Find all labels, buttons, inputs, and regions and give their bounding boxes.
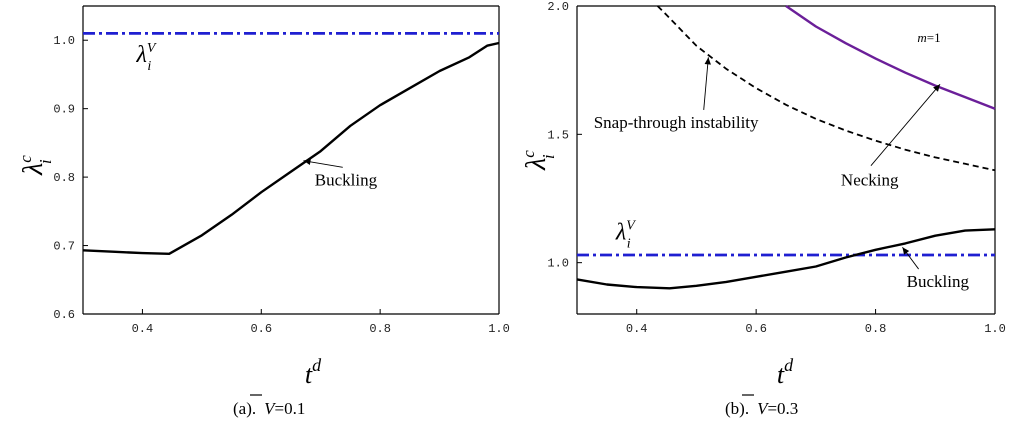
panel-a-annotation-0: Buckling: [315, 170, 378, 189]
panel-b-caption-prefix: (b).: [725, 399, 749, 418]
panel-b-lambda-v-label: λV i: [615, 219, 636, 252]
panel-a-caption-symbol: V: [264, 399, 277, 418]
svg-text:λci: λci: [16, 155, 55, 176]
panel-a-x-tick-label: 0.4: [132, 322, 154, 336]
panel-b-y-tick-label: 1.5: [547, 128, 569, 142]
panel-a-gridless-plot: [82, 5, 500, 315]
panel-a-lambda-v-sub: i: [147, 59, 151, 74]
panel-b-x-tick-label: 0.8: [865, 322, 887, 336]
panel-b-series: [576, 5, 996, 290]
panel-a-caption-value: =0.1: [275, 399, 306, 418]
panel-b-annotations: Snap-through instability Necking Buckling: [594, 57, 970, 291]
panel-b: 0.4 0.6 0.8 1.0 1.0 1.5 2.0 Snap-through inst…: [519, 0, 1006, 418]
panel-b-series-m-label: m=1: [917, 30, 940, 45]
panel-a-ylabel-sub: i: [36, 159, 55, 164]
panel-b-annotation-0: Snap-through instability: [594, 113, 759, 132]
panel-b-annotation-2-arrowhead: [902, 247, 910, 255]
panel-b-y-axis-label: λci: [519, 150, 558, 171]
panel-a-lambda-v-sup: V: [147, 41, 157, 56]
panel-b-annotation-1: Necking: [841, 171, 899, 190]
panel-b-series-3-line: [576, 228, 996, 290]
panel-b-ylabel-sup: c: [519, 150, 538, 158]
panel-a-y-tick-label: 0.9: [53, 103, 75, 117]
panel-b-x-tick-label: 0.6: [745, 322, 767, 336]
panel-a-lambda-v-label: λV i: [135, 41, 156, 74]
panel-b-annotation-1-arrow: [870, 83, 941, 166]
panel-a-ylabel-sup: c: [16, 155, 35, 163]
panel-b-y-ticks: 1.0 1.5 2.0: [547, 0, 582, 271]
panel-a-xlabel-sup: d: [312, 355, 322, 375]
panel-b-lambda-v-sup: V: [626, 219, 636, 234]
panel-b-ylabel-sub: i: [539, 154, 558, 159]
panel-b-gridless-plot: [576, 5, 996, 315]
panel-b-x-ticks: 0.4 0.6 0.8 1.0: [626, 309, 1006, 336]
panel-a-annotation-0-arrowhead: [303, 158, 311, 166]
panel-a-y-tick-label: 0.7: [53, 240, 75, 254]
panel-a-caption-prefix: (a).: [233, 399, 256, 418]
panel-a-x-tick-label: 0.6: [250, 322, 272, 336]
panel-b-annotation-0-arrowhead: [704, 57, 711, 65]
panel-a-x-tick-label: 0.8: [369, 322, 391, 336]
panel-a-x-ticks: 0.4 0.6 0.8 1.0: [132, 309, 510, 336]
panel-b-x-tick-label: 0.4: [626, 322, 648, 336]
panel-b-y-tick-label: 2.0: [547, 0, 569, 14]
panel-a-y-ticks: 0.6 0.7 0.8 0.9 1.0: [53, 34, 88, 322]
panel-b-lambda-v-base: λ: [615, 220, 626, 246]
panel-b-ylabel-base: λ: [521, 158, 552, 171]
panel-b-x-axis-label: td: [777, 355, 794, 389]
panel-b-x-tick-label: 1.0: [984, 322, 1006, 336]
panel-a-x-axis-label: td: [305, 355, 322, 389]
panel-b-series-m-var: m: [917, 30, 926, 45]
panel-b-series-m-value: =1: [927, 30, 941, 45]
panel-b-lambda-v-sub: i: [627, 237, 631, 252]
panel-b-annotation-1-arrowhead: [933, 84, 941, 92]
panel-b-annotation-2: Buckling: [907, 272, 970, 291]
panel-b-xlabel-base: t: [777, 360, 785, 389]
panel-b-caption-symbol: V: [757, 399, 770, 418]
panel-b-series-1-line: [656, 5, 996, 172]
panel-a-y-tick-label: 0.8: [53, 171, 75, 185]
panel-b-caption-value: =0.3: [767, 399, 798, 418]
panel-a-series-1-line: [82, 41, 500, 256]
panel-a-caption: (a). V=0.1: [233, 399, 305, 418]
panel-b-xlabel-sup: d: [784, 355, 794, 375]
panel-a-xlabel-base: t: [305, 360, 313, 389]
panel-b-caption: (b). V=0.3: [725, 399, 798, 418]
svg-text:λci: λci: [519, 150, 558, 171]
panel-b-annotation-0-arrow: [703, 57, 709, 110]
panel-b-series-0-line: [785, 5, 996, 110]
panel-a-annotations: Buckling: [303, 158, 378, 189]
panel-a-y-tick-label: 0.6: [53, 308, 75, 322]
panel-a-x-tick-label: 1.0: [488, 322, 510, 336]
panel-a-y-axis-label: λci: [16, 155, 55, 176]
panel-a-ylabel-base: λ: [18, 163, 49, 176]
panel-b-y-tick-label: 1.0: [547, 257, 569, 271]
panel-a-y-tick-label: 1.0: [53, 34, 75, 48]
panel-a-lambda-v-base: λ: [135, 42, 146, 68]
panel-a: 0.4 0.6 0.8 1.0 0.60.70.80.91.0 Buckling λV…: [16, 5, 510, 418]
